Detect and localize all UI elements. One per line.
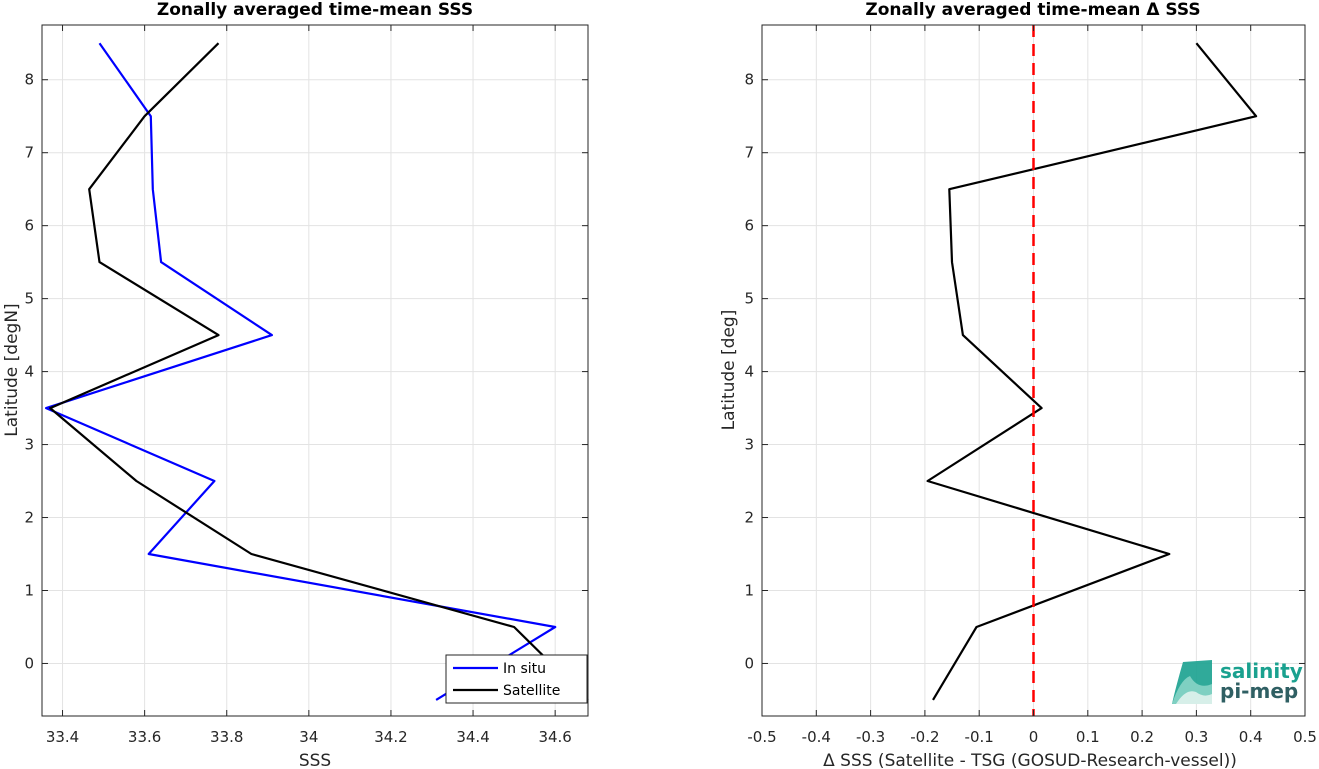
left-y-tick-label: 6 (24, 217, 34, 235)
right-y-tick-label: 8 (744, 71, 754, 89)
left-x-tick-label: 33.4 (46, 728, 79, 746)
left-x-tick-label: 34 (299, 728, 318, 746)
right-series-group (926, 25, 1258, 716)
left-plot-frame (41, 24, 589, 717)
left-grid (42, 25, 588, 716)
right-x-tick-label: 0.1 (1076, 728, 1100, 746)
left-y-tick-label: 8 (24, 71, 34, 89)
right-y-axis-label: Latitude [deg] (719, 310, 739, 431)
right-x-tick-label: 0.4 (1239, 728, 1263, 746)
right-y-tick-label: 3 (744, 436, 754, 454)
left-chart-title: Zonally averaged time-mean SSS (157, 0, 473, 20)
salinity-pi-mep-logo: salinity pi-mep (1172, 659, 1303, 704)
legend-box (445, 654, 588, 704)
left-x-tick-label: 33.8 (210, 728, 243, 746)
left-x-axis-label: SSS (299, 751, 331, 769)
right-y-tick-label: 7 (744, 144, 754, 162)
left-y-axis-label: Latitude [degN] (2, 303, 22, 436)
left-y-tick-label: 1 (24, 581, 34, 599)
right-y-tick-label: 0 (744, 654, 754, 672)
left-x-tick-label: 34.6 (538, 728, 571, 746)
logo-line1: salinity (1220, 659, 1303, 683)
right-x-tick-label: 0.5 (1293, 728, 1317, 746)
left-y-tick-label: 5 (24, 290, 34, 308)
right-x-tick-label: 0.2 (1130, 728, 1154, 746)
right-y-tick-label: 2 (744, 509, 754, 527)
right-y-tick-label: 6 (744, 217, 754, 235)
legend: In situ Satellite (445, 654, 588, 704)
left-y-tick-label: 7 (24, 144, 34, 162)
right-x-tick-label: -0.5 (747, 728, 776, 746)
left-y-tick-label: 0 (24, 654, 34, 672)
left-x-tick-label: 34.2 (374, 728, 407, 746)
wave-logo-icon (1172, 660, 1212, 704)
left-chart-panel: Zonally averaged time-mean SSS SSS Latit… (2, 0, 589, 769)
right-x-tick-label: 0.3 (1184, 728, 1208, 746)
right-series-0-line (926, 42, 1258, 701)
right-y-tick-label: 4 (744, 363, 754, 381)
right-x-tick-label: -0.1 (965, 728, 994, 746)
left-series-group (44, 42, 589, 701)
left-satellite-line (49, 42, 589, 701)
right-x-tick-label: 0 (1029, 728, 1039, 746)
left-y-tick-label: 3 (24, 436, 34, 454)
right-y-tick-label: 1 (744, 581, 754, 599)
logo-line2: pi-mep (1220, 679, 1298, 703)
right-x-axis-label: Δ SSS (Satellite - TSG (GOSUD-Research-v… (823, 751, 1237, 769)
left-x-tick-label: 33.6 (128, 728, 161, 746)
right-chart-panel: Zonally averaged time-mean Δ SSS Δ SSS (… (719, 0, 1317, 769)
left-y-tick-label: 2 (24, 509, 34, 527)
right-ticks: -0.5 -0.4 -0.3 -0.2 -0.1 0 0.1 0.2 0.3 0.4 0.5 0 1 2 3… (744, 25, 1317, 746)
left-y-tick-label: 4 (24, 363, 34, 381)
right-chart-title: Zonally averaged time-mean Δ SSS (865, 0, 1200, 20)
right-x-tick-label: -0.3 (856, 728, 885, 746)
right-x-tick-label: -0.2 (910, 728, 939, 746)
legend-label-satellite: Satellite (503, 683, 560, 699)
legend-label-in-situ: In situ (503, 661, 546, 677)
right-x-tick-label: -0.4 (802, 728, 831, 746)
left-in-situ-line (44, 42, 557, 701)
left-x-tick-label: 34.4 (456, 728, 489, 746)
right-y-tick-label: 5 (744, 290, 754, 308)
right-grid (761, 25, 1306, 716)
